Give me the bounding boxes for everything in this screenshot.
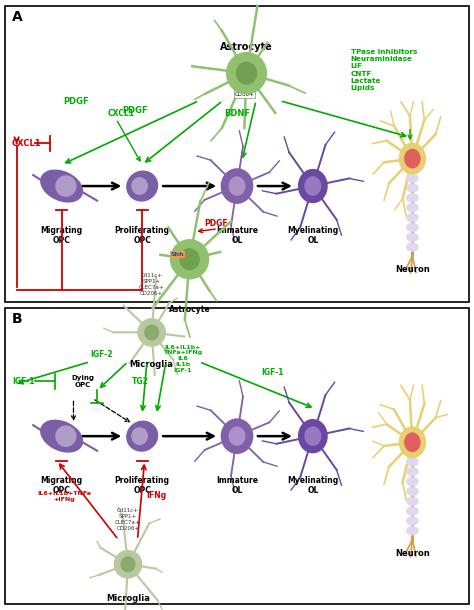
Text: TPase inhibitors
Neuraminidase
LIF
CNTF
Lactate
Lipids: TPase inhibitors Neuraminidase LIF CNTF … <box>351 49 417 91</box>
Ellipse shape <box>299 170 327 203</box>
Ellipse shape <box>132 428 147 444</box>
FancyBboxPatch shape <box>5 6 469 302</box>
Ellipse shape <box>407 497 418 505</box>
Text: IFNg: IFNg <box>146 491 166 500</box>
Ellipse shape <box>407 233 418 241</box>
Ellipse shape <box>221 419 253 453</box>
Ellipse shape <box>171 240 209 279</box>
Ellipse shape <box>407 214 418 221</box>
Ellipse shape <box>229 177 245 195</box>
Ellipse shape <box>407 526 418 534</box>
Ellipse shape <box>138 319 165 346</box>
Text: B: B <box>12 312 22 326</box>
Text: Proliferating
OPC: Proliferating OPC <box>115 226 170 245</box>
Ellipse shape <box>56 176 76 196</box>
Ellipse shape <box>132 178 147 194</box>
Ellipse shape <box>299 420 327 453</box>
Ellipse shape <box>114 551 142 578</box>
Text: CXCL1: CXCL1 <box>12 139 42 148</box>
Text: TG2: TG2 <box>131 378 148 386</box>
Ellipse shape <box>407 507 418 515</box>
Ellipse shape <box>180 249 199 270</box>
Text: A: A <box>12 10 23 24</box>
Text: Neuron: Neuron <box>395 265 430 275</box>
FancyBboxPatch shape <box>5 308 469 604</box>
Text: Microglia: Microglia <box>130 360 173 369</box>
Text: IL6+IL1b+
TNFa+IFNg
IL6
IL1b
IGF-1: IL6+IL1b+ TNFa+IFNg IL6 IL1b IGF-1 <box>163 345 202 373</box>
Ellipse shape <box>41 170 82 202</box>
Ellipse shape <box>399 143 426 174</box>
Text: Microglia: Microglia <box>106 594 150 603</box>
Ellipse shape <box>407 468 418 476</box>
Text: Cd11c+
SPP1+
CLEC7a+
CD206+: Cd11c+ SPP1+ CLEC7a+ CD206+ <box>115 508 141 531</box>
Text: Proliferating
OPC: Proliferating OPC <box>115 476 170 495</box>
Ellipse shape <box>237 62 256 84</box>
Ellipse shape <box>221 169 253 203</box>
Ellipse shape <box>405 149 420 168</box>
Text: IGF-1: IGF-1 <box>12 377 34 386</box>
Text: Migrating
OPC: Migrating OPC <box>41 476 82 495</box>
Ellipse shape <box>407 204 418 212</box>
Ellipse shape <box>407 184 418 192</box>
Text: Migrating
OPC: Migrating OPC <box>41 226 82 245</box>
Text: Immature
OL: Immature OL <box>216 226 258 245</box>
Text: Neuron: Neuron <box>395 549 430 558</box>
Ellipse shape <box>145 325 158 340</box>
Ellipse shape <box>227 52 266 94</box>
Ellipse shape <box>407 243 418 251</box>
Text: PDGF: PDGF <box>63 97 89 106</box>
Ellipse shape <box>229 427 245 445</box>
Ellipse shape <box>305 177 321 195</box>
Text: IL6+IL1b+TNFa
+IFNg: IL6+IL1b+TNFa +IFNg <box>37 491 91 502</box>
Ellipse shape <box>127 171 157 201</box>
Text: Cd11c+
SPP1+
CLEC7a+
CD206+: Cd11c+ SPP1+ CLEC7a+ CD206+ <box>139 273 164 296</box>
Ellipse shape <box>399 427 426 458</box>
Ellipse shape <box>407 478 418 486</box>
Text: Astrocyte: Astrocyte <box>169 305 210 314</box>
Ellipse shape <box>407 194 418 202</box>
Text: Myelinating
OL: Myelinating OL <box>287 226 338 245</box>
Text: BDNF: BDNF <box>224 109 250 118</box>
Ellipse shape <box>56 426 76 447</box>
Text: GFAP+
Cx30+
CD38+: GFAP+ Cx30+ CD38+ <box>235 81 255 97</box>
Ellipse shape <box>405 433 420 451</box>
Text: PDGF: PDGF <box>204 219 228 228</box>
Ellipse shape <box>121 557 135 572</box>
Ellipse shape <box>127 422 157 451</box>
Text: Astrocyte: Astrocyte <box>220 42 273 52</box>
Ellipse shape <box>407 174 418 182</box>
Text: Myelinating
OL: Myelinating OL <box>287 476 338 495</box>
Ellipse shape <box>407 487 418 495</box>
Text: IGF-1: IGF-1 <box>261 368 284 377</box>
Text: IGF-2: IGF-2 <box>91 350 113 359</box>
Text: CXCL1: CXCL1 <box>108 109 134 118</box>
Text: PDGF: PDGF <box>122 106 148 115</box>
Ellipse shape <box>305 427 321 445</box>
Ellipse shape <box>407 458 418 466</box>
Text: Shh: Shh <box>171 252 184 257</box>
Ellipse shape <box>41 420 82 452</box>
Text: Dying
OPC: Dying OPC <box>72 375 94 388</box>
Ellipse shape <box>407 223 418 231</box>
Text: Immature
OL: Immature OL <box>216 476 258 495</box>
Ellipse shape <box>407 517 418 525</box>
